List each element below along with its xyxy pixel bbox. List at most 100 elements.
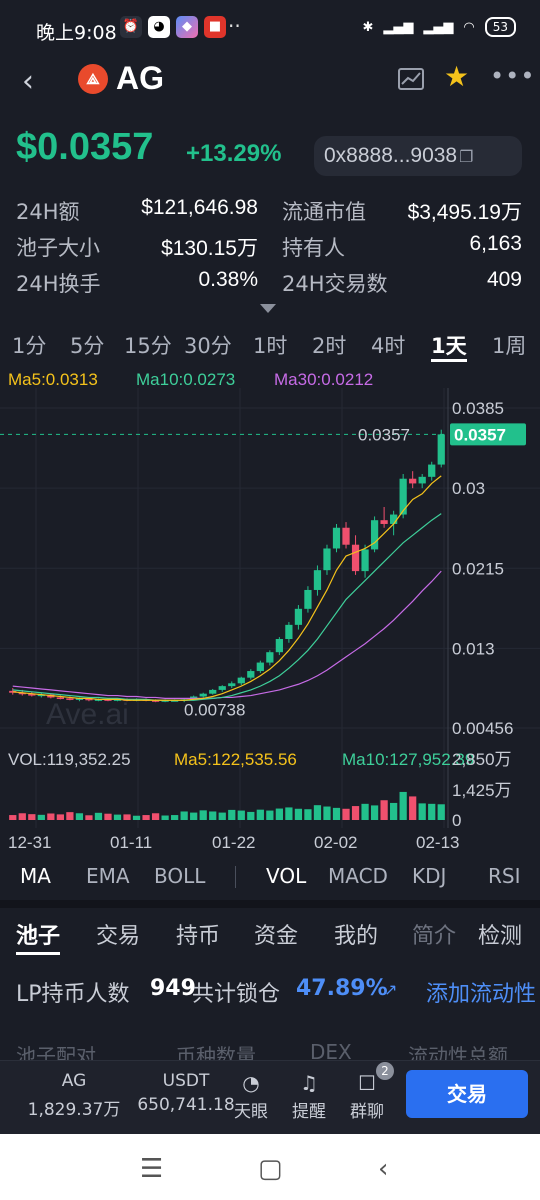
candle-body: [18, 692, 26, 695]
chat-label: 群聊: [350, 1102, 384, 1122]
volume-bar: [437, 804, 445, 820]
volume-bar: [237, 810, 245, 820]
dashboard-button[interactable]: ◔ 天眼: [226, 1071, 276, 1122]
price-change: +13.29%: [186, 140, 282, 167]
x-tick-label: 01-11: [110, 833, 152, 852]
interval-5m[interactable]: 5分: [70, 334, 105, 358]
volume-bar: [275, 808, 283, 820]
tab-holders[interactable]: 持币: [176, 924, 221, 949]
interval-1m[interactable]: 1分: [12, 334, 47, 358]
external-link-icon[interactable]: ↗: [384, 980, 398, 999]
chart-watermark: Ave.ai: [46, 698, 129, 731]
ma10-legend: Ma10:0.0273: [136, 370, 236, 389]
candle-body: [161, 700, 169, 702]
volume-bar: [342, 808, 350, 820]
back-nav-icon[interactable]: ‹: [378, 1154, 389, 1184]
candle-body: [228, 683, 236, 687]
more-icon[interactable]: •••: [490, 62, 536, 90]
interval-15m[interactable]: 15分: [124, 334, 172, 358]
expand-caret-icon[interactable]: [260, 304, 276, 313]
alert-label: 提醒: [292, 1102, 326, 1122]
candle-body: [199, 693, 207, 697]
tab-check[interactable]: 检测: [478, 924, 523, 949]
volume-bar: [247, 811, 255, 820]
low-marker: 0.00738: [184, 700, 245, 719]
home-icon[interactable]: ▢: [258, 1154, 283, 1184]
candle-body: [256, 662, 264, 672]
battery-icon: 53: [484, 17, 516, 37]
volume-bar: [361, 803, 369, 820]
candle-body: [275, 638, 283, 653]
trade-button[interactable]: 交易: [406, 1070, 528, 1118]
indicator-ema[interactable]: EMA: [86, 864, 130, 888]
candle-body: [332, 527, 341, 549]
volume-bar: [9, 815, 17, 820]
lp-locked-pct[interactable]: 47.89%: [296, 976, 388, 1001]
price-tick-label: 0.013: [452, 639, 495, 658]
candle-body: [104, 699, 112, 701]
high-marker: 0.0357: [358, 425, 410, 444]
tab-intro[interactable]: 简介: [412, 924, 457, 949]
stat-value-pool-size: $130.15万: [161, 237, 258, 260]
indicator-macd[interactable]: MACD: [328, 864, 388, 888]
indicator-ma[interactable]: MA: [20, 864, 51, 888]
copy-icon[interactable]: ❐: [459, 149, 474, 166]
indicator-vol[interactable]: VOL: [266, 864, 307, 888]
volume-bar: [266, 810, 274, 820]
token-b-reserve: USDT 650,741.18: [132, 1071, 240, 1115]
wifi-icon: ◠: [463, 19, 475, 35]
volume-bar: [399, 791, 407, 820]
lp-locked-label: 共计锁仓: [192, 982, 281, 1007]
volume-bar: [85, 815, 93, 820]
candle-body: [28, 693, 36, 696]
interval-1h[interactable]: 1时: [253, 334, 288, 358]
chat-button[interactable]: ☐ 群聊: [342, 1071, 392, 1122]
stat-label-turnover: 24H换手: [16, 272, 101, 296]
indicator-boll[interactable]: BOLL: [154, 864, 206, 888]
last-price-label: 0.0357: [454, 425, 506, 444]
last-price-tag: [450, 423, 526, 446]
chart-icon[interactable]: [398, 68, 424, 90]
candle-body: [342, 527, 350, 545]
indicator-divider: [235, 866, 236, 888]
interval-1d[interactable]: 1天: [431, 334, 467, 358]
tab-pool[interactable]: 池子: [16, 924, 61, 949]
back-icon[interactable]: ‹: [22, 64, 34, 99]
star-icon[interactable]: ★: [444, 60, 470, 93]
interval-1w[interactable]: 1周: [492, 334, 527, 358]
volume-bar: [104, 813, 112, 820]
indicator-kdj[interactable]: KDJ: [412, 864, 447, 888]
volume-bar: [47, 813, 55, 820]
volume-bar: [37, 814, 45, 820]
candle-body: [285, 624, 293, 639]
contract-address[interactable]: 0x8888...9038 ❐: [314, 136, 522, 176]
candle-body: [304, 589, 312, 609]
candle-body: [418, 476, 426, 484]
candle-body: [85, 698, 93, 701]
interval-4h[interactable]: 4时: [371, 334, 406, 358]
candle-body: [151, 700, 160, 702]
status-time: 晚上9:08: [36, 22, 117, 44]
candle-body: [237, 677, 245, 684]
chat-badge: 2: [376, 1062, 394, 1080]
bluetooth-icon: ✱: [362, 19, 374, 35]
price-chart[interactable]: Ave.ai 0.0385 0.03 0.0215 0.013 0.00456 0.035…: [0, 388, 540, 858]
tab-trades[interactable]: 交易: [96, 924, 141, 949]
alert-button[interactable]: ♫ 提醒: [284, 1071, 334, 1122]
volume-bar: [180, 811, 188, 820]
candle-body: [313, 570, 322, 590]
bell-icon: ♫: [300, 1071, 318, 1095]
price-tick-label: 0.0215: [452, 559, 504, 578]
app-icon: ◆: [176, 16, 198, 38]
interval-30m[interactable]: 30分: [184, 334, 232, 358]
volume-bar: [228, 809, 236, 820]
indicator-rsi[interactable]: RSI: [488, 864, 521, 888]
volume-bar: [218, 812, 226, 820]
volume-ma10-legend: Ma10:127,952.39: [342, 750, 474, 769]
volume-bar: [332, 807, 341, 820]
interval-2h[interactable]: 2时: [312, 334, 347, 358]
tab-funds[interactable]: 资金: [254, 924, 299, 949]
tab-mine[interactable]: 我的: [334, 924, 379, 949]
add-liquidity-link[interactable]: 添加流动性: [426, 982, 537, 1007]
menu-icon[interactable]: ☰: [140, 1154, 164, 1184]
